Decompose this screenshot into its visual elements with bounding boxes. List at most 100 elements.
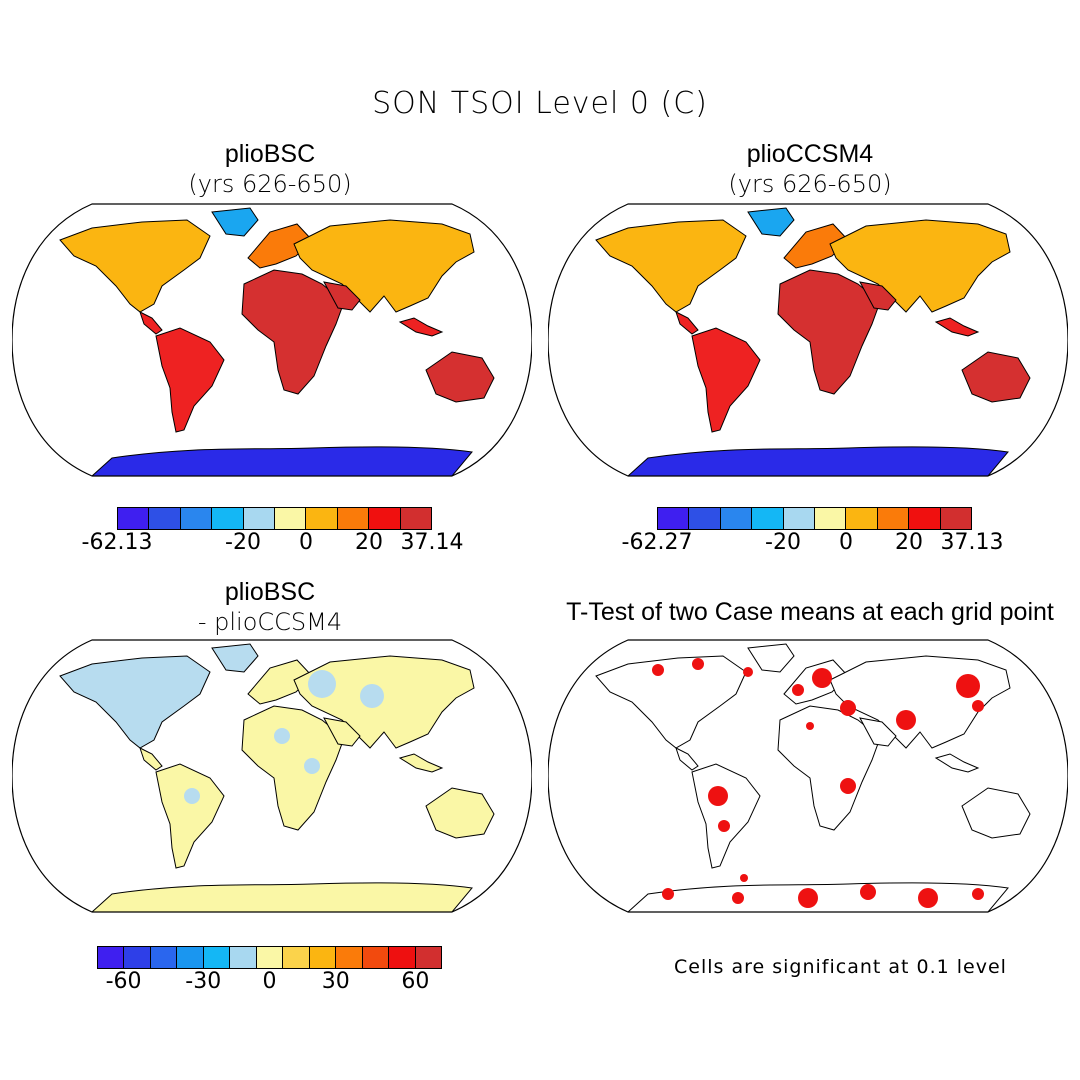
land-antarctica <box>90 882 473 912</box>
land-arabia <box>859 717 897 747</box>
land-arabia <box>323 281 361 311</box>
tick-label: 37.14 <box>400 530 464 555</box>
land-central-america <box>675 311 699 335</box>
diff-patch <box>274 728 290 744</box>
significant-cells <box>972 700 984 712</box>
land-indonesia <box>934 753 980 773</box>
tick-label: 20 <box>895 530 923 555</box>
colorbar-pliobsc-swatches <box>117 507 432 530</box>
colorbar-pliobsc-ticks: -62.13 -20 0 20 37.14 <box>82 530 464 560</box>
tick-label: -62.27 <box>621 530 693 555</box>
land-north-america <box>595 219 747 313</box>
land-asia <box>829 219 1011 313</box>
tick-label: -20 <box>225 530 261 555</box>
tick-label: 30 <box>321 969 350 994</box>
panel-3-title: plioBSC <box>224 578 316 606</box>
colorbar-swatch <box>415 947 442 968</box>
colorbar-swatch <box>212 508 244 529</box>
colorbar-swatch <box>150 947 178 968</box>
tick-label: 0 <box>839 530 853 555</box>
colorbar-swatch <box>275 508 307 529</box>
colorbar-pliobsc: -62.13 -20 0 20 37.14 <box>82 507 464 560</box>
colorbar-swatch <box>720 508 753 529</box>
map-pliocssm4 <box>548 203 1068 477</box>
significant-cells <box>708 786 728 806</box>
significant-cells <box>798 888 818 908</box>
colorbar-swatch <box>362 947 390 968</box>
significant-cells <box>806 722 814 730</box>
map-pliobsc <box>12 203 532 477</box>
significant-cells <box>840 778 856 794</box>
land-australia <box>961 787 1031 839</box>
colorbar-swatch <box>309 947 337 968</box>
colorbar-swatch <box>815 508 847 529</box>
land-central-america <box>139 311 163 335</box>
colorbar-swatch <box>877 508 910 529</box>
significant-cells <box>792 684 804 696</box>
colorbar-swatch <box>909 508 941 529</box>
land-greenland <box>747 207 795 237</box>
panel-1-subtitle: (yrs 626-650) <box>188 170 352 198</box>
land-africa <box>241 269 345 395</box>
colorbar-swatch <box>336 947 363 968</box>
colorbar-swatch <box>177 947 204 968</box>
significant-cells <box>732 892 744 904</box>
colorbar-swatch <box>306 508 338 529</box>
land-central-america <box>675 747 699 771</box>
diff-patch <box>184 788 200 804</box>
land-north-america <box>595 655 747 749</box>
land-indonesia <box>398 317 444 337</box>
land-south-america <box>155 327 225 433</box>
colorbar-pliocssm4-swatches <box>657 507 972 530</box>
colorbar-swatch <box>256 947 284 968</box>
map-ttest <box>548 639 1068 913</box>
significant-cells <box>692 658 704 670</box>
land-south-america <box>691 763 761 869</box>
significant-cells <box>662 888 674 900</box>
colorbar-swatch <box>689 508 721 529</box>
land-south-america <box>691 327 761 433</box>
significant-cells <box>956 674 980 698</box>
significant-cells <box>918 888 938 908</box>
panel-4-title: T-Test of two Case means at each grid po… <box>566 598 1054 626</box>
land-greenland <box>211 207 259 237</box>
land-central-america <box>139 747 163 771</box>
significant-cells <box>740 874 748 882</box>
map-frame <box>548 639 1068 913</box>
land-australia <box>961 351 1031 403</box>
colorbar-swatch <box>940 508 972 529</box>
colorbar-difference-ticks: -60 -30 0 30 60 <box>97 969 442 999</box>
significant-cells <box>718 820 730 832</box>
panel-2-subtitle: (yrs 626-650) <box>728 170 892 198</box>
colorbar-swatch <box>752 508 784 529</box>
colorbar-swatch <box>846 508 878 529</box>
colorbar-difference-swatches <box>97 946 442 969</box>
land-africa <box>241 705 345 831</box>
land-africa <box>777 269 881 395</box>
significant-cells <box>652 664 664 676</box>
colorbar-swatch <box>230 947 257 968</box>
land-greenland <box>747 643 795 673</box>
colorbar-swatch <box>180 508 213 529</box>
land-antarctica <box>626 882 1009 912</box>
land-arabia <box>859 281 897 311</box>
colorbar-swatch <box>243 508 276 529</box>
colorbar-swatch <box>400 508 432 529</box>
tick-label: 20 <box>355 530 383 555</box>
tick-label: -20 <box>765 530 801 555</box>
tick-label: -62.13 <box>81 530 153 555</box>
colorbar-swatch <box>337 508 370 529</box>
significant-cells <box>972 888 984 900</box>
diff-patch <box>308 670 336 698</box>
colorbar-swatch <box>203 947 231 968</box>
panel-3-subtitle: - plioCCSM4 <box>197 608 343 636</box>
colorbar-swatch <box>149 508 181 529</box>
land-north-america <box>59 655 211 749</box>
land-north-america <box>59 219 211 313</box>
panel-1-title: plioBSC <box>224 140 316 168</box>
tick-label: 0 <box>299 530 313 555</box>
map-frame <box>12 203 532 477</box>
land-asia <box>293 219 475 313</box>
diff-patch <box>360 684 384 708</box>
tick-label: 37.13 <box>940 530 1004 555</box>
